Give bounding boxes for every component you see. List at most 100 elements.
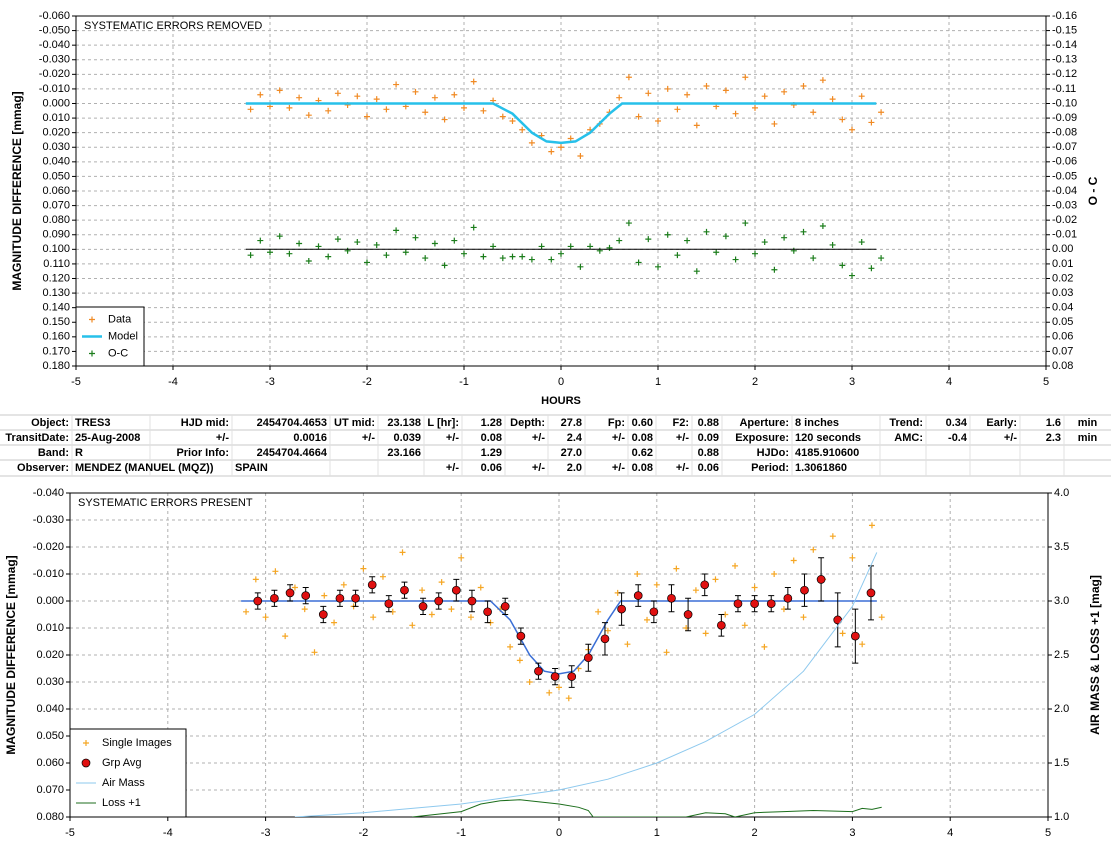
x-tick-label: -3 xyxy=(261,827,271,839)
data-point xyxy=(412,88,419,95)
table-cell: +/- xyxy=(612,432,625,444)
data-point xyxy=(480,107,487,114)
y2-tick-label: 0.08 xyxy=(1052,360,1073,372)
y-tick-label: 0.020 xyxy=(42,127,70,139)
table-cell: 0.06 xyxy=(481,462,502,474)
data-point xyxy=(325,107,332,114)
group-average xyxy=(351,593,360,603)
group-average xyxy=(866,588,876,598)
data-point xyxy=(364,113,370,120)
x-tick-label: 4 xyxy=(946,376,952,388)
y-tick-label: 0.080 xyxy=(36,811,64,823)
data-point xyxy=(655,118,661,124)
y-tick-label: 0.070 xyxy=(42,199,70,211)
data-point xyxy=(438,579,445,586)
data-point xyxy=(800,614,807,621)
data-point xyxy=(800,83,807,89)
table-cell: 0.08 xyxy=(481,432,502,444)
group-average xyxy=(270,593,279,603)
data-point xyxy=(305,112,312,119)
y-tick-label: 0.080 xyxy=(42,214,70,226)
y2-axis-title: O - C xyxy=(1086,176,1100,205)
table-cell: AMC: xyxy=(894,432,923,444)
data-point xyxy=(868,522,875,529)
group-average xyxy=(583,653,593,663)
y2-tick-label: -0.07 xyxy=(1052,141,1077,153)
data-point xyxy=(800,228,807,235)
data-point xyxy=(257,237,264,244)
y-tick-label: 0.030 xyxy=(36,676,64,688)
table-cell: 1.29 xyxy=(481,447,502,459)
data-point xyxy=(761,239,768,246)
data-point xyxy=(819,223,826,229)
group-average xyxy=(467,596,477,606)
table-cell: +/- xyxy=(362,432,375,444)
data-point xyxy=(616,94,623,101)
y2-tick-label: -0.12 xyxy=(1052,68,1077,80)
data-point xyxy=(509,118,516,124)
data-point xyxy=(331,619,338,626)
table-cell: Observer: xyxy=(17,462,69,474)
data-point xyxy=(507,643,514,650)
data-point xyxy=(409,622,416,629)
x-tick-label: 0 xyxy=(558,376,564,388)
data-point xyxy=(247,106,254,113)
table-cell: 1.3061860 xyxy=(795,462,847,474)
group-average xyxy=(766,599,776,609)
data-point xyxy=(732,256,739,263)
data-point xyxy=(556,684,562,691)
y-tick-label: 0.130 xyxy=(42,287,70,299)
data-point xyxy=(558,250,564,257)
table-cell: +/- xyxy=(676,462,689,474)
group-average xyxy=(335,593,345,603)
data-point xyxy=(771,120,778,127)
data-point xyxy=(470,78,477,85)
table-cell: 1.28 xyxy=(481,417,502,429)
group-average xyxy=(716,620,726,630)
y-tick-label: -0.010 xyxy=(39,83,70,95)
group-average xyxy=(733,599,743,609)
table-cell: Period: xyxy=(751,462,789,474)
y2-tick-label: 1.0 xyxy=(1054,811,1069,823)
data-point xyxy=(247,252,254,259)
table-cell: MENDEZ (MANUEL (MQZ)) xyxy=(75,462,214,474)
data-point xyxy=(340,581,347,588)
table-cell: F2: xyxy=(673,417,690,429)
group-average xyxy=(534,666,543,676)
table-cell: Aperture: xyxy=(739,417,789,429)
data-point xyxy=(291,584,298,591)
group-average xyxy=(516,631,526,641)
data-point xyxy=(412,234,419,241)
data-point xyxy=(645,90,652,97)
data-point xyxy=(771,266,778,273)
data-point xyxy=(490,243,497,250)
data-point xyxy=(458,554,465,561)
data-point xyxy=(419,587,426,594)
y-tick-label: -0.050 xyxy=(39,24,70,36)
data-point xyxy=(315,243,322,250)
data-point xyxy=(722,87,729,94)
data-point xyxy=(741,622,748,629)
data-point xyxy=(878,614,885,621)
data-point xyxy=(634,571,641,577)
legend-label: Grp Avg xyxy=(102,757,142,769)
data-point xyxy=(305,258,312,264)
data-point xyxy=(499,113,506,120)
data-point xyxy=(311,649,318,656)
group-average xyxy=(434,596,444,606)
data-point xyxy=(587,243,594,250)
y-tick-label: 0.030 xyxy=(42,141,70,153)
y2-tick-label: 0.00 xyxy=(1052,243,1073,255)
x-tick-label: 0 xyxy=(556,827,562,839)
data-point xyxy=(604,627,611,634)
data-point xyxy=(810,546,817,553)
data-point xyxy=(790,557,797,564)
data-point xyxy=(538,243,545,250)
data-point xyxy=(849,554,856,561)
data-point xyxy=(703,228,710,235)
table-cell: Trend: xyxy=(889,417,923,429)
table-cell: 2454704.4653 xyxy=(257,417,327,429)
data-point xyxy=(428,611,435,618)
data-point xyxy=(752,250,758,257)
data-point xyxy=(732,562,739,569)
